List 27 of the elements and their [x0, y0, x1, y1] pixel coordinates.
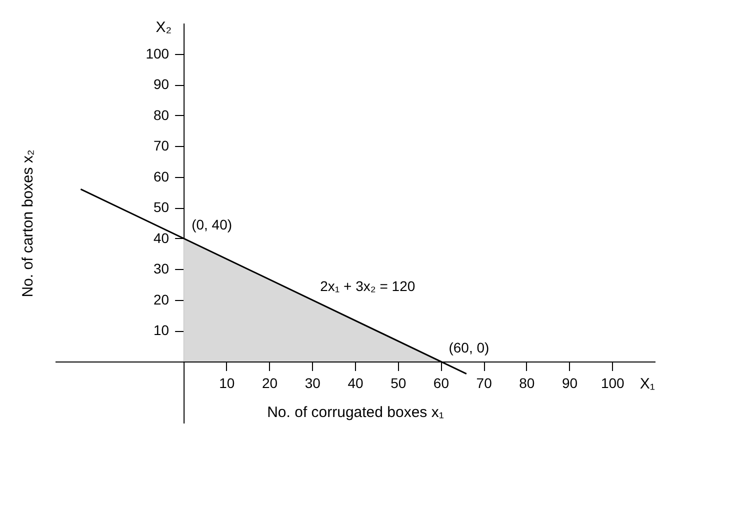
annotation: X₁ [640, 375, 655, 392]
y-tick-label: 100 [146, 45, 170, 62]
y-axis-title: No. of carton boxes x₂ [20, 150, 37, 298]
y-tick-label: 60 [153, 168, 170, 184]
annotation: X₂ [156, 19, 172, 36]
y-tick-label: 80 [153, 106, 170, 123]
x-tick-label: 20 [262, 374, 278, 391]
x-tick-label: 100 [600, 374, 625, 391]
x-tick-label: 70 [476, 374, 492, 391]
y-tick-label: 40 [153, 230, 170, 246]
y-tick-label: 20 [153, 291, 170, 308]
x-tick-label: 80 [519, 374, 535, 391]
x-tick-label: 30 [304, 374, 321, 391]
y-tick-label: 50 [153, 199, 170, 216]
x-tick-label: 40 [348, 374, 364, 391]
y-tick-label: 70 [153, 138, 170, 154]
x-tick-label: 90 [562, 374, 578, 391]
x-tick-label: 60 [433, 374, 450, 391]
annotation: (0, 40) [192, 216, 232, 232]
y-tick-label: 90 [153, 76, 170, 92]
x-tick-label: 50 [390, 374, 406, 391]
annotation: 2x₁ + 3x₂ = 120 [320, 278, 416, 294]
x-axis-title: No. of corrugated boxes x₁ [267, 404, 444, 421]
annotation: (60, 0) [448, 339, 490, 356]
y-tick-label: 10 [153, 322, 170, 338]
y-tick-label: 30 [153, 260, 170, 277]
x-tick-label: 10 [219, 374, 235, 391]
